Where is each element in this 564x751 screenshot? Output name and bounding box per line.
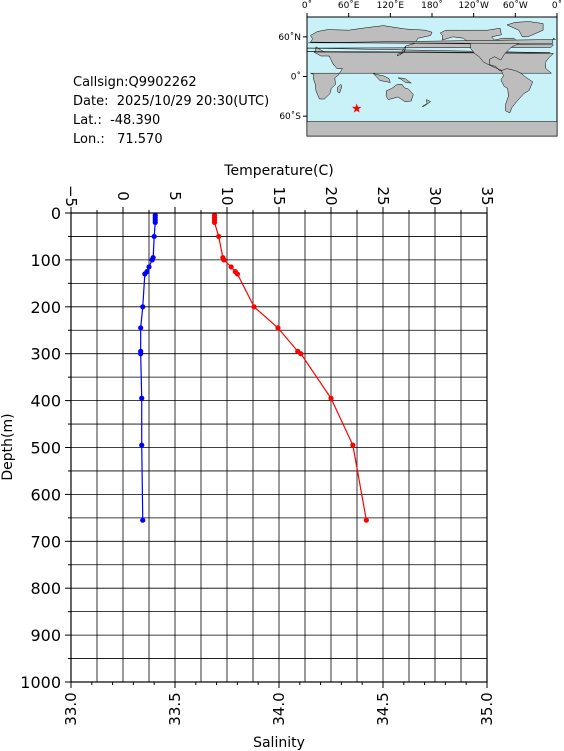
temperature-tick-label: 10 — [218, 186, 236, 205]
map-land — [306, 21, 558, 137]
land-mass — [500, 68, 534, 114]
salinity-data-point — [152, 219, 158, 225]
salinity-data-point — [151, 233, 157, 240]
temperature-data-point — [363, 517, 369, 523]
depth-tick-label: 0 — [51, 204, 61, 223]
temperature-tick-label: 0 — [114, 191, 132, 201]
map-axis-ticks — [303, 13, 558, 117]
salinity-data-point — [139, 395, 145, 401]
salinity-tick-label: 35.0 — [478, 692, 496, 725]
temperature-data-point — [216, 233, 222, 240]
map-lat-label: 60˚N — [278, 32, 301, 43]
temperature-data-point — [251, 304, 257, 310]
temperature-data-point — [211, 219, 218, 225]
salinity-tick-label: 33.0 — [62, 692, 80, 725]
land-mass — [439, 27, 520, 71]
salinity-data-point — [138, 351, 144, 357]
salinity-data-point — [138, 325, 144, 331]
depth-tick-label: 1000 — [20, 673, 61, 692]
land-mass — [372, 72, 391, 83]
map-lat-label: 60˚S — [279, 111, 301, 122]
salinity-data-point — [149, 257, 155, 263]
map-lon-label: 120˚W — [458, 0, 489, 11]
depth-tick-label: 100 — [30, 251, 61, 270]
temperature-axis-title: Temperature(C) — [223, 163, 333, 179]
temperature-tick-label: 20 — [322, 186, 340, 205]
salinity-data-point — [140, 304, 146, 310]
depth-tick-label: 300 — [30, 345, 61, 364]
map-axis-labels: 0˚ 60˚E 120˚E 180˚ 120˚W 60˚W 0˚ 60˚N 0˚ 60˚S — [278, 0, 562, 122]
map-lon-label: 0˚ — [552, 0, 562, 11]
land-mass — [310, 51, 555, 100]
latitude-text: Lat.: -48.390 — [73, 113, 161, 128]
temperature-tick-label: 15 — [270, 186, 288, 205]
temperature-tick-label: 25 — [374, 186, 392, 205]
map-lon-label: 60˚W — [503, 0, 528, 11]
temperature-tick-label: 30 — [426, 186, 444, 205]
depth-tick-label: 200 — [30, 298, 61, 317]
land-mass — [506, 21, 544, 38]
land-mass — [385, 84, 414, 102]
salinity-tick-label: 34.5 — [374, 692, 392, 725]
axis-ticks — [65, 207, 488, 688]
land-mass — [421, 99, 432, 108]
temperature-tick-label: 35 — [478, 186, 496, 205]
salinity-data-point — [146, 264, 152, 270]
chart-grid — [71, 213, 487, 682]
callsign-text: Callsign:Q9902262 — [73, 75, 197, 90]
temperature-data-point — [228, 264, 234, 270]
map-lon-label: 120˚E — [377, 0, 405, 11]
temperature-data-point — [275, 325, 281, 331]
map-lat-label: 0˚ — [291, 72, 301, 83]
temperature-data-point — [350, 442, 356, 448]
land-mass — [397, 77, 413, 84]
temperature-profile-line — [213, 215, 367, 521]
land-mass — [308, 37, 557, 44]
temperature-data-point — [221, 257, 227, 263]
map-lon-label: 60˚E — [338, 0, 360, 11]
depth-axis-title: Depth(m) — [0, 413, 16, 480]
salinity-data-point — [140, 517, 146, 523]
temperature-tick-label: 5 — [166, 191, 184, 201]
depth-tick-label: 800 — [30, 579, 61, 598]
depth-tick-label: 400 — [30, 392, 61, 411]
depth-tick-label: 500 — [30, 439, 61, 458]
temperature-data-point — [298, 351, 304, 357]
longitude-text: Lon.: 71.570 — [73, 132, 163, 147]
depth-tick-label: 700 — [30, 532, 61, 551]
map-lon-label: 0˚ — [302, 0, 312, 11]
series-layer — [138, 212, 369, 523]
map-lon-label: 180˚ — [421, 0, 443, 11]
land-mass — [337, 83, 342, 94]
land-mass — [396, 46, 406, 57]
depth-tick-label: 900 — [30, 626, 61, 645]
date-text: Date: 2025/10/29 20:30(UTC) — [73, 94, 270, 109]
float-position-marker — [351, 103, 362, 113]
depth-tick-label: 600 — [30, 485, 61, 504]
temperature-data-point — [328, 395, 334, 401]
temperature-data-point — [234, 271, 240, 277]
salinity-tick-label: 33.5 — [166, 692, 184, 725]
salinity-axis-title: Salinity — [253, 735, 305, 751]
station-info: Callsign:Q9902262 Date: 2025/10/29 20:30… — [73, 73, 269, 149]
temperature-tick-label: −5 — [62, 185, 80, 207]
antarctica — [306, 121, 558, 137]
salinity-data-point — [142, 271, 148, 277]
salinity-tick-label: 34.0 — [270, 692, 288, 725]
salinity-data-point — [139, 442, 145, 448]
